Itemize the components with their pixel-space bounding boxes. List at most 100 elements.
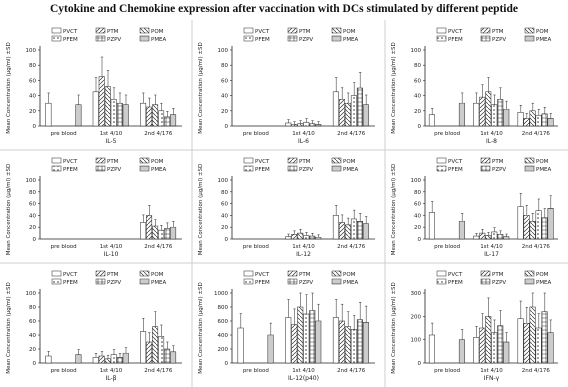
x-axis-label: IFN-γ — [484, 375, 500, 382]
bar — [356, 319, 363, 364]
legend-label: PTM — [492, 159, 504, 165]
bar — [356, 87, 363, 127]
legend-swatch — [243, 157, 254, 164]
legend-label: PZPV — [492, 37, 506, 43]
y-axis-label: Mean Concentration (µg/ml) ±SD — [6, 282, 12, 374]
y-axis-label: Mean Concentration (µg/ml) ±SD — [391, 282, 397, 374]
bar — [237, 327, 244, 364]
y-tick-label: 300 — [411, 291, 422, 297]
legend-swatch — [524, 165, 535, 172]
bar — [529, 110, 536, 127]
bar — [75, 354, 82, 364]
panel: PVCT PTM POM PFEM PZPV PMEA 0 200 400 600 800 1000 M… — [198, 270, 375, 382]
bar — [170, 351, 177, 364]
bar — [92, 357, 99, 364]
legend-swatch — [331, 165, 342, 172]
x-axis-label: IL-10 — [104, 251, 119, 258]
legend-swatch — [243, 27, 254, 34]
legend-swatch — [331, 27, 342, 34]
legend-label: PTM — [107, 29, 119, 35]
bar — [517, 206, 524, 240]
legend-label: POM — [343, 272, 356, 278]
y-tick-label: 100 — [26, 291, 37, 297]
legend-swatch — [139, 278, 150, 285]
y-axis-label: Mean Concentration (µg/ml) ±SD — [391, 42, 397, 134]
legend-label: PFEM — [255, 37, 270, 43]
bar — [473, 337, 480, 364]
y-tick-label: 60 — [414, 202, 421, 208]
y-tick-label: 100 — [411, 338, 422, 344]
legend-label: PTM — [492, 29, 504, 35]
legend-label: PMEA — [151, 167, 167, 173]
legend-swatch — [436, 157, 447, 164]
legend-label: PFEM — [255, 280, 270, 286]
legend-label: PFEM — [63, 280, 78, 286]
bar — [547, 332, 554, 364]
y-tick-label: 100 — [26, 178, 37, 184]
legend-label: PFEM — [448, 280, 463, 286]
legend-label: PZPV — [107, 37, 121, 43]
panel: PVCT PTM POM PFEM PZPV PMEA 0 100 200 300 Mean Con… — [391, 270, 558, 382]
bar — [75, 104, 82, 127]
bar — [122, 104, 129, 127]
y-axis-label: Mean Concentration (µg/ml) ±SD — [391, 164, 397, 256]
bar — [309, 235, 316, 240]
legend-label: PZPV — [107, 167, 121, 173]
bar — [45, 102, 52, 127]
y-tick-label: 0 — [418, 361, 422, 367]
panel: PVCT PTM POM PFEM PZPV PMEA 0 20 40 60 80 100 Mean C… — [6, 270, 182, 382]
y-tick-label: 0 — [418, 237, 422, 243]
bar — [497, 325, 504, 364]
x-tick-label: pre blood — [243, 368, 269, 374]
y-tick-label: 40 — [221, 94, 228, 100]
bar — [110, 99, 117, 127]
legend-swatch — [51, 270, 62, 277]
y-tick-label: 80 — [221, 63, 228, 69]
legend-label: PFEM — [63, 167, 78, 173]
y-tick-label: 40 — [414, 94, 421, 100]
bar — [529, 306, 536, 364]
bar — [303, 121, 310, 127]
bar — [164, 228, 171, 240]
bar — [170, 226, 177, 240]
bar — [140, 331, 147, 364]
legend-label: POM — [151, 159, 164, 165]
panel: PVCT PTM POM PFEM PZPV PMEA 0 20 40 60 80 100 Mean C… — [391, 27, 558, 145]
bar — [267, 334, 274, 364]
bar — [541, 113, 548, 127]
bar — [315, 320, 322, 364]
bar — [338, 99, 345, 127]
legend-label: POM — [536, 29, 549, 35]
x-tick-label: 2nd 4/176 — [337, 368, 366, 374]
legend-label: PFEM — [255, 167, 270, 173]
x-tick-label: pre blood — [51, 131, 77, 137]
bar — [332, 317, 339, 364]
legend-swatch — [524, 157, 535, 164]
bar — [503, 236, 510, 240]
bar — [303, 313, 310, 364]
bar — [350, 218, 357, 240]
legend-swatch — [480, 157, 491, 164]
bar — [152, 104, 159, 127]
x-tick-label: pre blood — [434, 368, 460, 374]
y-tick-label: 80 — [221, 190, 228, 196]
bar — [523, 323, 530, 364]
y-axis-label: Mean Concentration (µg/ml) ±SD — [198, 42, 204, 134]
legend-label: PZPV — [107, 280, 121, 286]
legend-swatch — [331, 157, 342, 164]
bar — [428, 212, 435, 240]
x-tick-label: 2nd 4/176 — [144, 131, 173, 137]
y-tick-label: 0 — [225, 124, 229, 130]
x-tick-label: 2nd 4/176 — [522, 244, 551, 250]
bar — [164, 116, 171, 127]
legend-swatch — [436, 270, 447, 277]
bar — [485, 235, 492, 240]
bar — [170, 114, 177, 127]
legend-label: PZPV — [299, 280, 313, 286]
bar — [428, 114, 435, 127]
y-tick-label: 200 — [411, 314, 422, 320]
x-tick-label: pre blood — [434, 131, 460, 137]
bar — [338, 222, 345, 240]
legend-label: PVCT — [63, 272, 78, 278]
bar — [535, 115, 542, 127]
